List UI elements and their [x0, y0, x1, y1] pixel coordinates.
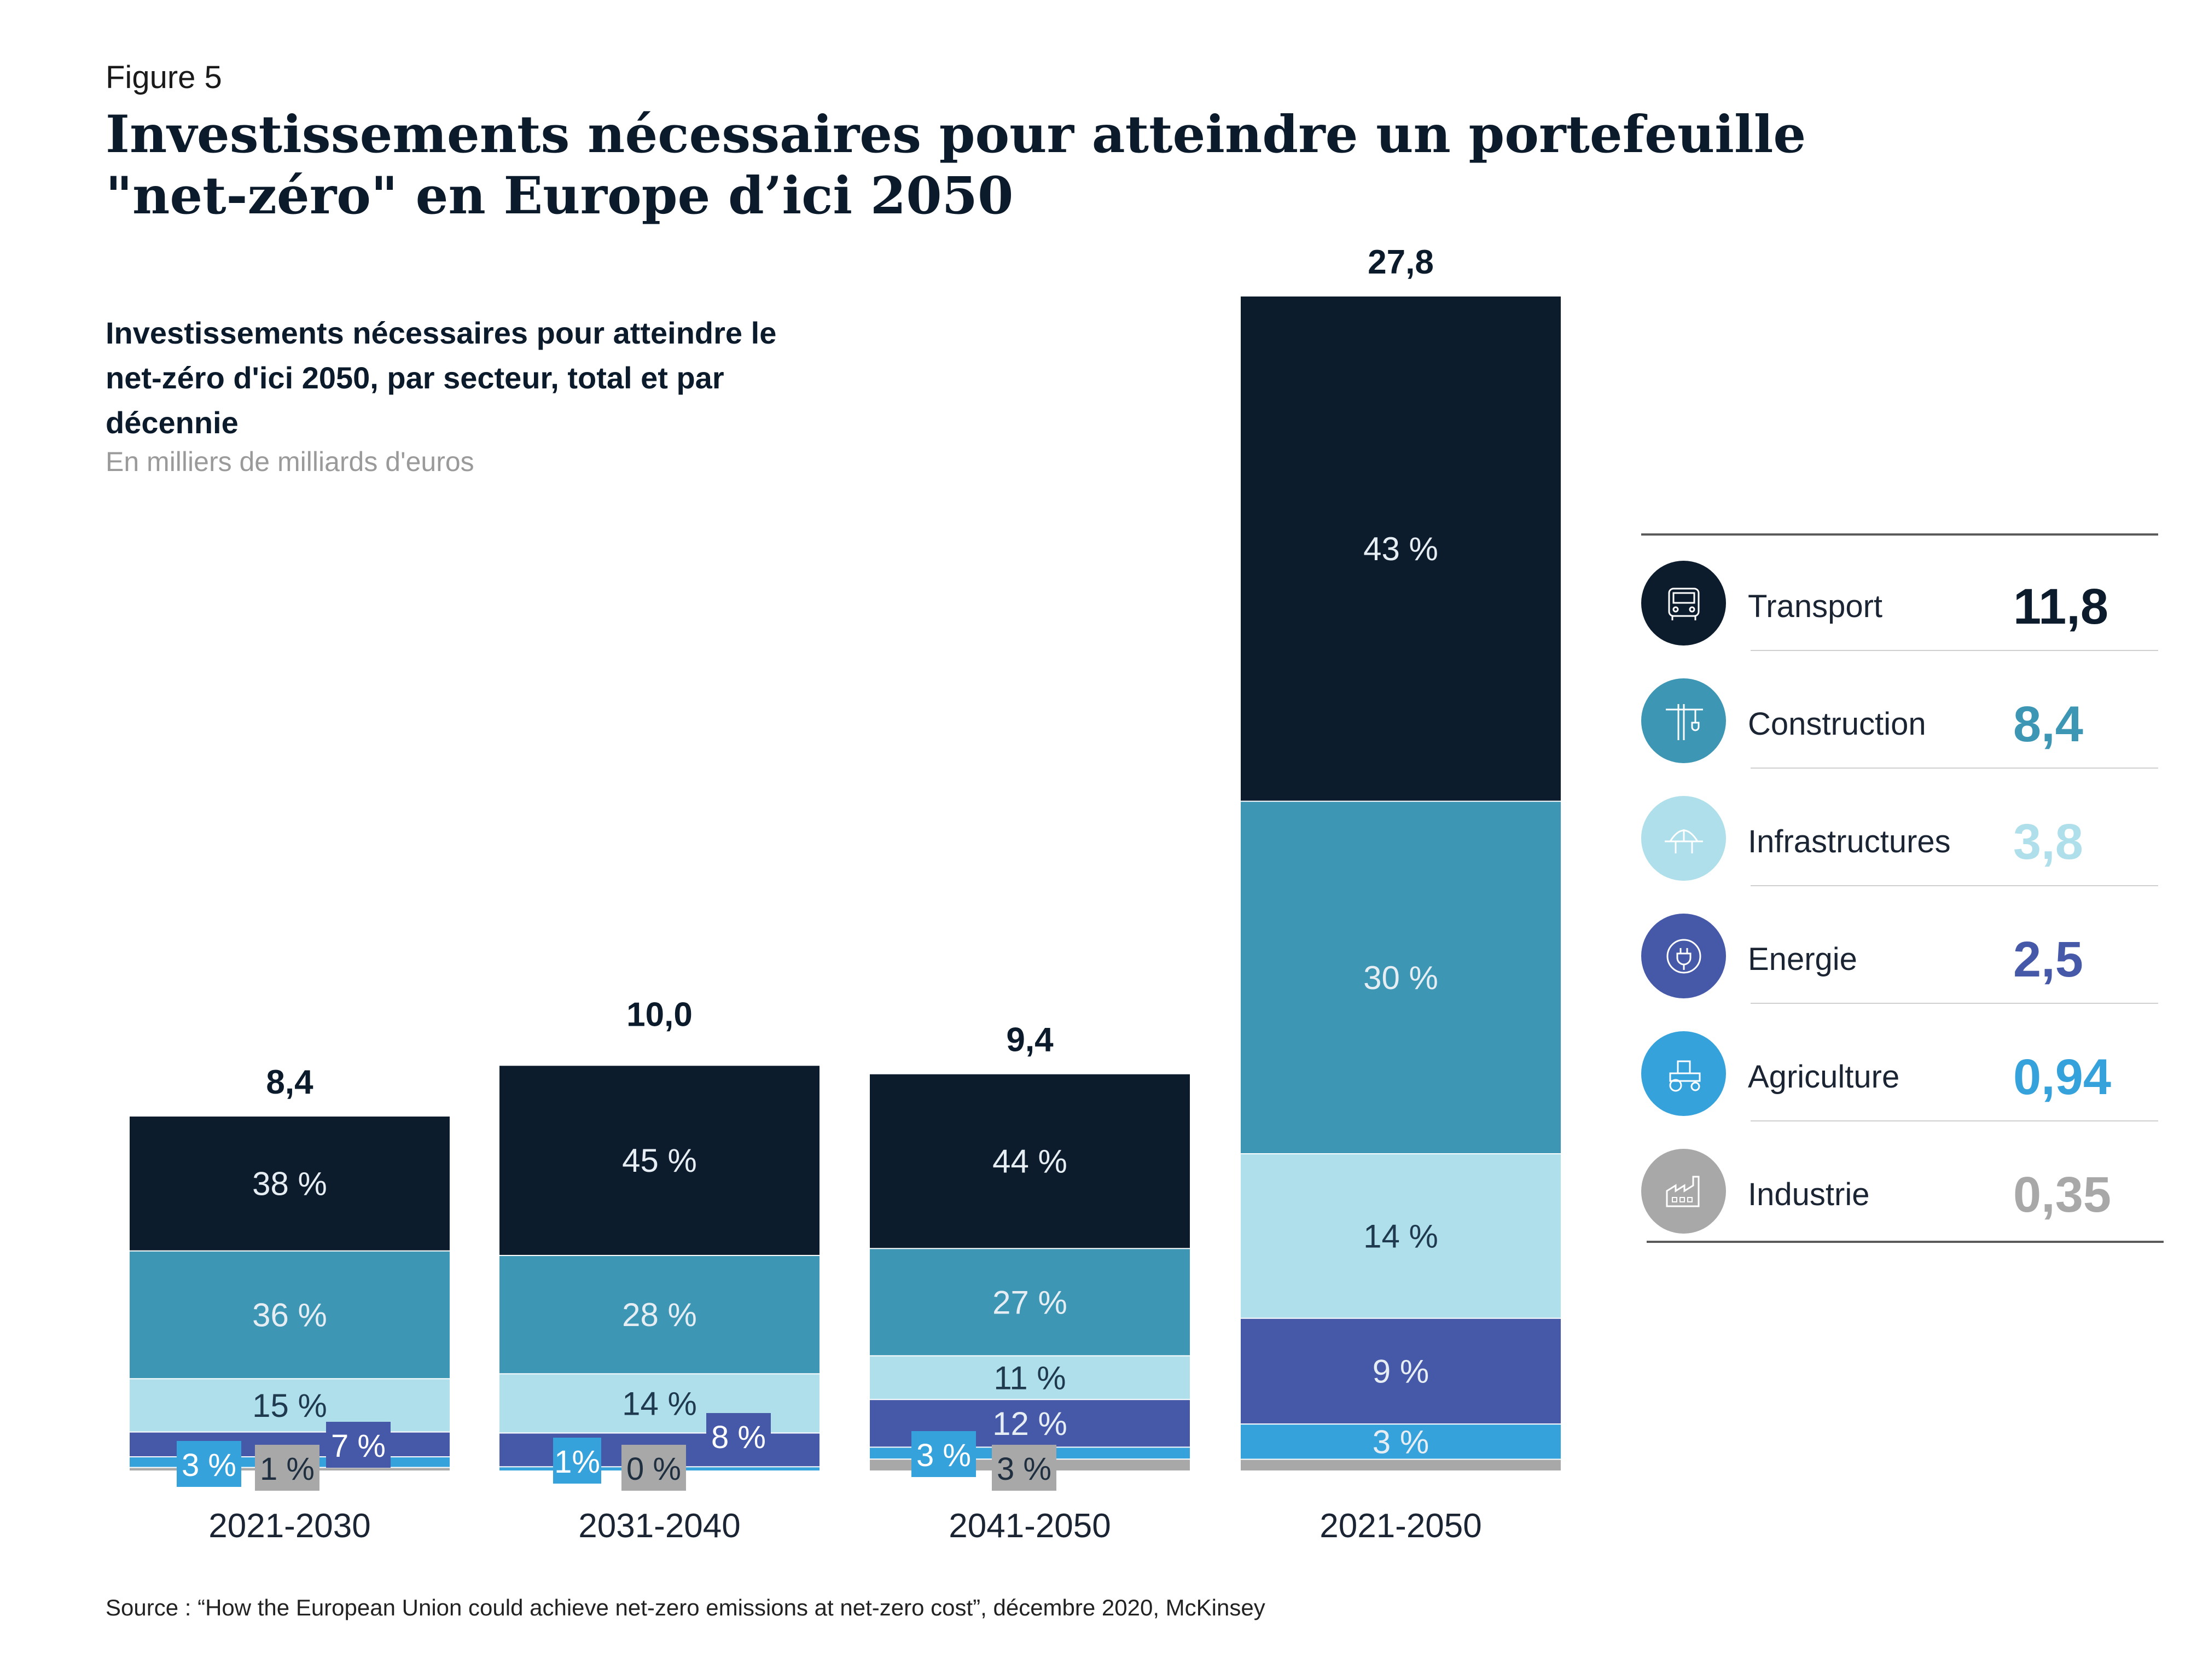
segment-label-box: [177, 1441, 241, 1487]
bar-segment-construction: [130, 1250, 450, 1379]
segment-label: 30 %: [1363, 960, 1438, 996]
segment-label: 28 %: [622, 1297, 697, 1333]
bar-segment-transport: [130, 1115, 450, 1251]
legend-item-transport: Transport 11,8: [1641, 533, 2158, 651]
legend-separator: [1751, 768, 2158, 769]
legend-separator: [1751, 1003, 2158, 1004]
segment-label: 3 %: [1373, 1423, 1429, 1460]
legend-separator: [1751, 885, 2158, 886]
legend-top-rule: [1641, 533, 2158, 536]
segment-label: 7 %: [331, 1428, 386, 1464]
legend-label: Transport: [1748, 589, 1883, 624]
segment-label-box: [553, 1438, 601, 1484]
category-label: 2021-2050: [1320, 1507, 1482, 1545]
bar-segment-agriculture: [1241, 1423, 1561, 1459]
segment-label-box: [992, 1445, 1056, 1491]
legend-total-value: 3,8: [2013, 814, 2083, 870]
tractor-icon: [1641, 1031, 1726, 1116]
segment-label: 14 %: [1363, 1218, 1438, 1254]
legend-total-value: 0,35: [2013, 1167, 2112, 1223]
segment-label: 1 %: [260, 1451, 315, 1487]
segment-label: 15 %: [252, 1387, 327, 1424]
legend-label: Industrie: [1748, 1177, 1870, 1212]
legend-item-construction: Construction 8,4: [1641, 651, 2158, 769]
legend-item-energie: Energie 2,5: [1641, 886, 2158, 1004]
segment-label: 8 %: [711, 1420, 766, 1455]
bar-segment-infrastructures: [130, 1378, 450, 1432]
legend-total-value: 11,8: [2013, 579, 2108, 635]
bar-segment-infrastructures: [1241, 1153, 1561, 1318]
segment-label: 27 %: [992, 1284, 1067, 1321]
source-note: Source : “How the European Union could a…: [106, 1595, 1265, 1620]
legend-label: Agriculture: [1748, 1059, 1900, 1095]
segment-label-box: [621, 1445, 686, 1491]
car-icon: [1641, 561, 1726, 646]
legend-item-agriculture: Agriculture 0,94: [1641, 1004, 2158, 1121]
legend-total-value: 0,94: [2013, 1049, 2112, 1105]
legend-label: Infrastructures: [1748, 824, 1951, 859]
legend-separator: [1751, 1120, 2158, 1121]
bar-segment-transport: [870, 1073, 1190, 1248]
bar-segment-transport: [1241, 295, 1561, 801]
segment-label: 3 %: [182, 1448, 236, 1483]
bar-segment-transport: [499, 1065, 819, 1255]
segment-label: 45 %: [622, 1142, 697, 1179]
segment-label: 11 %: [993, 1359, 1066, 1396]
segment-label: 14 %: [622, 1385, 697, 1422]
segment-label-box: [326, 1422, 391, 1468]
bar-total-label: 10,0: [626, 996, 693, 1033]
legend-separator: [1751, 650, 2158, 651]
category-label: 2021-2030: [208, 1507, 371, 1545]
bar-total-label: 9,4: [1006, 1021, 1054, 1059]
category-label: 2031-2040: [578, 1507, 741, 1545]
chart-subtitle: Investissements nécessaires pour atteind…: [106, 316, 777, 440]
segment-label: 38 %: [252, 1165, 327, 1202]
segment-label: 12 %: [992, 1405, 1067, 1442]
category-label: 2041-2050: [949, 1507, 1111, 1545]
legend-item-industrie: Industrie 0,35: [1641, 1121, 2158, 1239]
legend-total-value: 2,5: [2013, 932, 2083, 987]
bar-segment-construction: [499, 1254, 819, 1374]
chart-title: Investissements nécessaires pour atteind…: [106, 104, 1806, 226]
plug-icon: [1641, 914, 1726, 998]
segment-label: 9 %: [1373, 1353, 1429, 1390]
bridge-icon: [1641, 796, 1726, 881]
bar-segment-construction: [1241, 800, 1561, 1154]
crane-icon: [1641, 678, 1726, 763]
bar-total-label: 8,4: [266, 1063, 313, 1101]
legend-label: Construction: [1748, 706, 1926, 742]
legend-label: Energie: [1748, 941, 1857, 977]
segment-label-box: [255, 1445, 319, 1491]
segment-label-box: [911, 1431, 976, 1477]
bar-total-label: 27,8: [1368, 243, 1434, 281]
legend-bottom-rule: [1647, 1241, 2164, 1243]
segment-label: 43 %: [1363, 531, 1438, 567]
legend-item-infrastructures: Infrastructures 3,8: [1641, 769, 2158, 886]
bar-segment-infrastructures: [870, 1355, 1190, 1399]
segment-label: 3 %: [916, 1438, 971, 1473]
segment-label: 1%: [554, 1444, 600, 1480]
legend-total-value: 8,4: [2013, 696, 2083, 752]
bar-segment-industrie: [1241, 1458, 1561, 1470]
bar-segment-energie: [1241, 1317, 1561, 1424]
segment-label: 36 %: [252, 1297, 327, 1333]
segment-label-box: [706, 1413, 771, 1459]
bar-segment-construction: [870, 1248, 1190, 1356]
factory-icon: [1641, 1149, 1726, 1234]
segment-label: 44 %: [992, 1143, 1067, 1179]
segment-label: 3 %: [997, 1451, 1051, 1487]
figure-label: Figure 5: [106, 60, 222, 95]
unit-label: En milliers de milliards d'euros: [106, 446, 474, 477]
segment-label: 0 %: [626, 1451, 681, 1487]
